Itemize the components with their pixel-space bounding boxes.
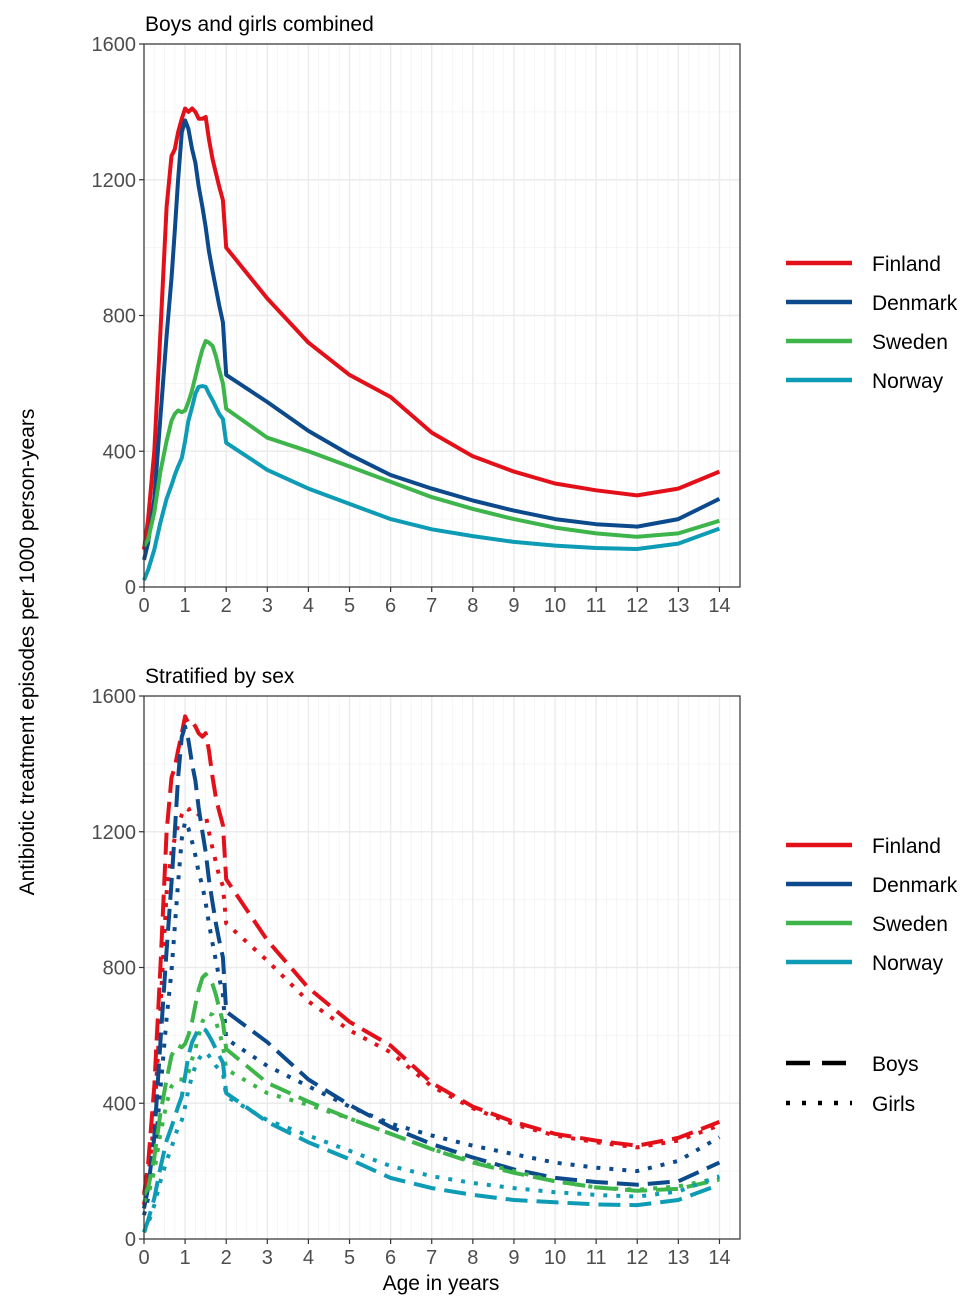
x-tick-label: 10 bbox=[544, 1247, 566, 1269]
x-tick-label: 11 bbox=[586, 595, 607, 617]
x-tick-label: 13 bbox=[667, 1247, 689, 1269]
y-tick-label: 0 bbox=[125, 1229, 136, 1251]
x-tick-label: 1 bbox=[180, 595, 191, 617]
x-tick-label: 12 bbox=[626, 1247, 648, 1269]
y-tick-label: 1600 bbox=[92, 686, 137, 708]
x-tick-label: 2 bbox=[221, 1247, 232, 1269]
x-tick-label: 0 bbox=[138, 1247, 149, 1269]
x-tick-label: 12 bbox=[626, 595, 648, 617]
y-tick-label: 400 bbox=[103, 441, 136, 463]
legend-label-finland: Finland bbox=[872, 253, 941, 276]
series-line-sweden-boys bbox=[142, 972, 720, 1196]
x-tick-label: 4 bbox=[303, 595, 314, 617]
x-tick-label: 5 bbox=[344, 595, 355, 617]
legend-label-norway: Norway bbox=[872, 952, 944, 975]
legend-label-sweden: Sweden bbox=[872, 913, 948, 936]
x-tick-label: 13 bbox=[667, 595, 689, 617]
legends: Finland Denmark Sweden Norway Finland Denmark… bbox=[786, 253, 958, 1116]
series-line-norway bbox=[142, 384, 721, 581]
panel-title: Boys and girls combined bbox=[145, 13, 374, 36]
series-line-finland-boys bbox=[142, 714, 721, 1196]
panel-title: Stratified by sex bbox=[145, 665, 295, 688]
legend-countries-2: Finland Denmark Sweden Norway bbox=[786, 835, 958, 975]
x-tick-label: 3 bbox=[262, 595, 273, 617]
chart-panel-2: 0 1 2 3 4 5 6 7 8 9 10 11 12 13 14040080012001600Strat… bbox=[92, 665, 741, 1269]
chart-panels: 0 1 2 3 4 5 6 7 8 9 10 11 12 13 14040080012001600Boys … bbox=[92, 13, 741, 1269]
x-tick-label: 7 bbox=[426, 595, 437, 617]
x-tick-label: 7 bbox=[426, 1247, 437, 1269]
x-tick-label: 14 bbox=[708, 1247, 730, 1269]
x-tick-label: 6 bbox=[385, 595, 396, 617]
y-tick-label: 1200 bbox=[92, 822, 137, 844]
y-tick-label: 400 bbox=[103, 1093, 136, 1115]
x-tick-label: 11 bbox=[586, 1247, 607, 1269]
y-tick-label: 800 bbox=[103, 306, 136, 328]
x-tick-label: 9 bbox=[508, 1247, 519, 1269]
chart-panel-1: 0 1 2 3 4 5 6 7 8 9 10 11 12 13 14040080012001600Boys … bbox=[92, 13, 741, 617]
x-tick-label: 3 bbox=[262, 1247, 273, 1269]
legend-sex: Boys Girls bbox=[786, 1053, 919, 1116]
x-tick-label: 0 bbox=[138, 595, 149, 617]
y-tick-label: 0 bbox=[125, 577, 136, 599]
y-axis-title: Antibiotic treatment episodes per 1000 p… bbox=[16, 409, 39, 896]
x-tick-label: 2 bbox=[221, 595, 232, 617]
x-tick-label: 8 bbox=[467, 595, 478, 617]
legend-label-denmark: Denmark bbox=[872, 874, 958, 897]
legend-label-sweden: Sweden bbox=[872, 331, 948, 354]
x-tick-label: 4 bbox=[303, 1247, 314, 1269]
series-line-sweden-girls bbox=[142, 1011, 720, 1203]
legend-label-boys: Boys bbox=[872, 1053, 919, 1076]
series-line-finland bbox=[142, 106, 721, 550]
x-tick-label: 5 bbox=[344, 1247, 355, 1269]
y-tick-label: 1200 bbox=[92, 170, 137, 192]
y-tick-label: 800 bbox=[103, 958, 136, 980]
x-tick-label: 14 bbox=[708, 595, 730, 617]
x-tick-label: 10 bbox=[544, 595, 566, 617]
legend-label-finland: Finland bbox=[872, 835, 941, 858]
legend-countries-1: Finland Denmark Sweden Norway bbox=[786, 253, 958, 393]
x-tick-label: 1 bbox=[180, 1247, 191, 1269]
x-tick-label: 6 bbox=[385, 1247, 396, 1269]
y-tick-label: 1600 bbox=[92, 34, 137, 56]
series-line-norway-girls bbox=[142, 1050, 721, 1234]
legend-label-norway: Norway bbox=[872, 370, 944, 393]
series-line-denmark bbox=[142, 118, 721, 561]
legend-label-girls: Girls bbox=[872, 1093, 915, 1116]
series-line-norway-boys bbox=[142, 1026, 721, 1233]
x-tick-label: 8 bbox=[467, 1247, 478, 1269]
legend-label-denmark: Denmark bbox=[872, 292, 958, 315]
series-line-sweden bbox=[142, 339, 720, 548]
x-tick-label: 9 bbox=[508, 595, 519, 617]
x-axis-title: Age in years bbox=[383, 1272, 500, 1295]
series-line-denmark-boys bbox=[142, 724, 721, 1209]
